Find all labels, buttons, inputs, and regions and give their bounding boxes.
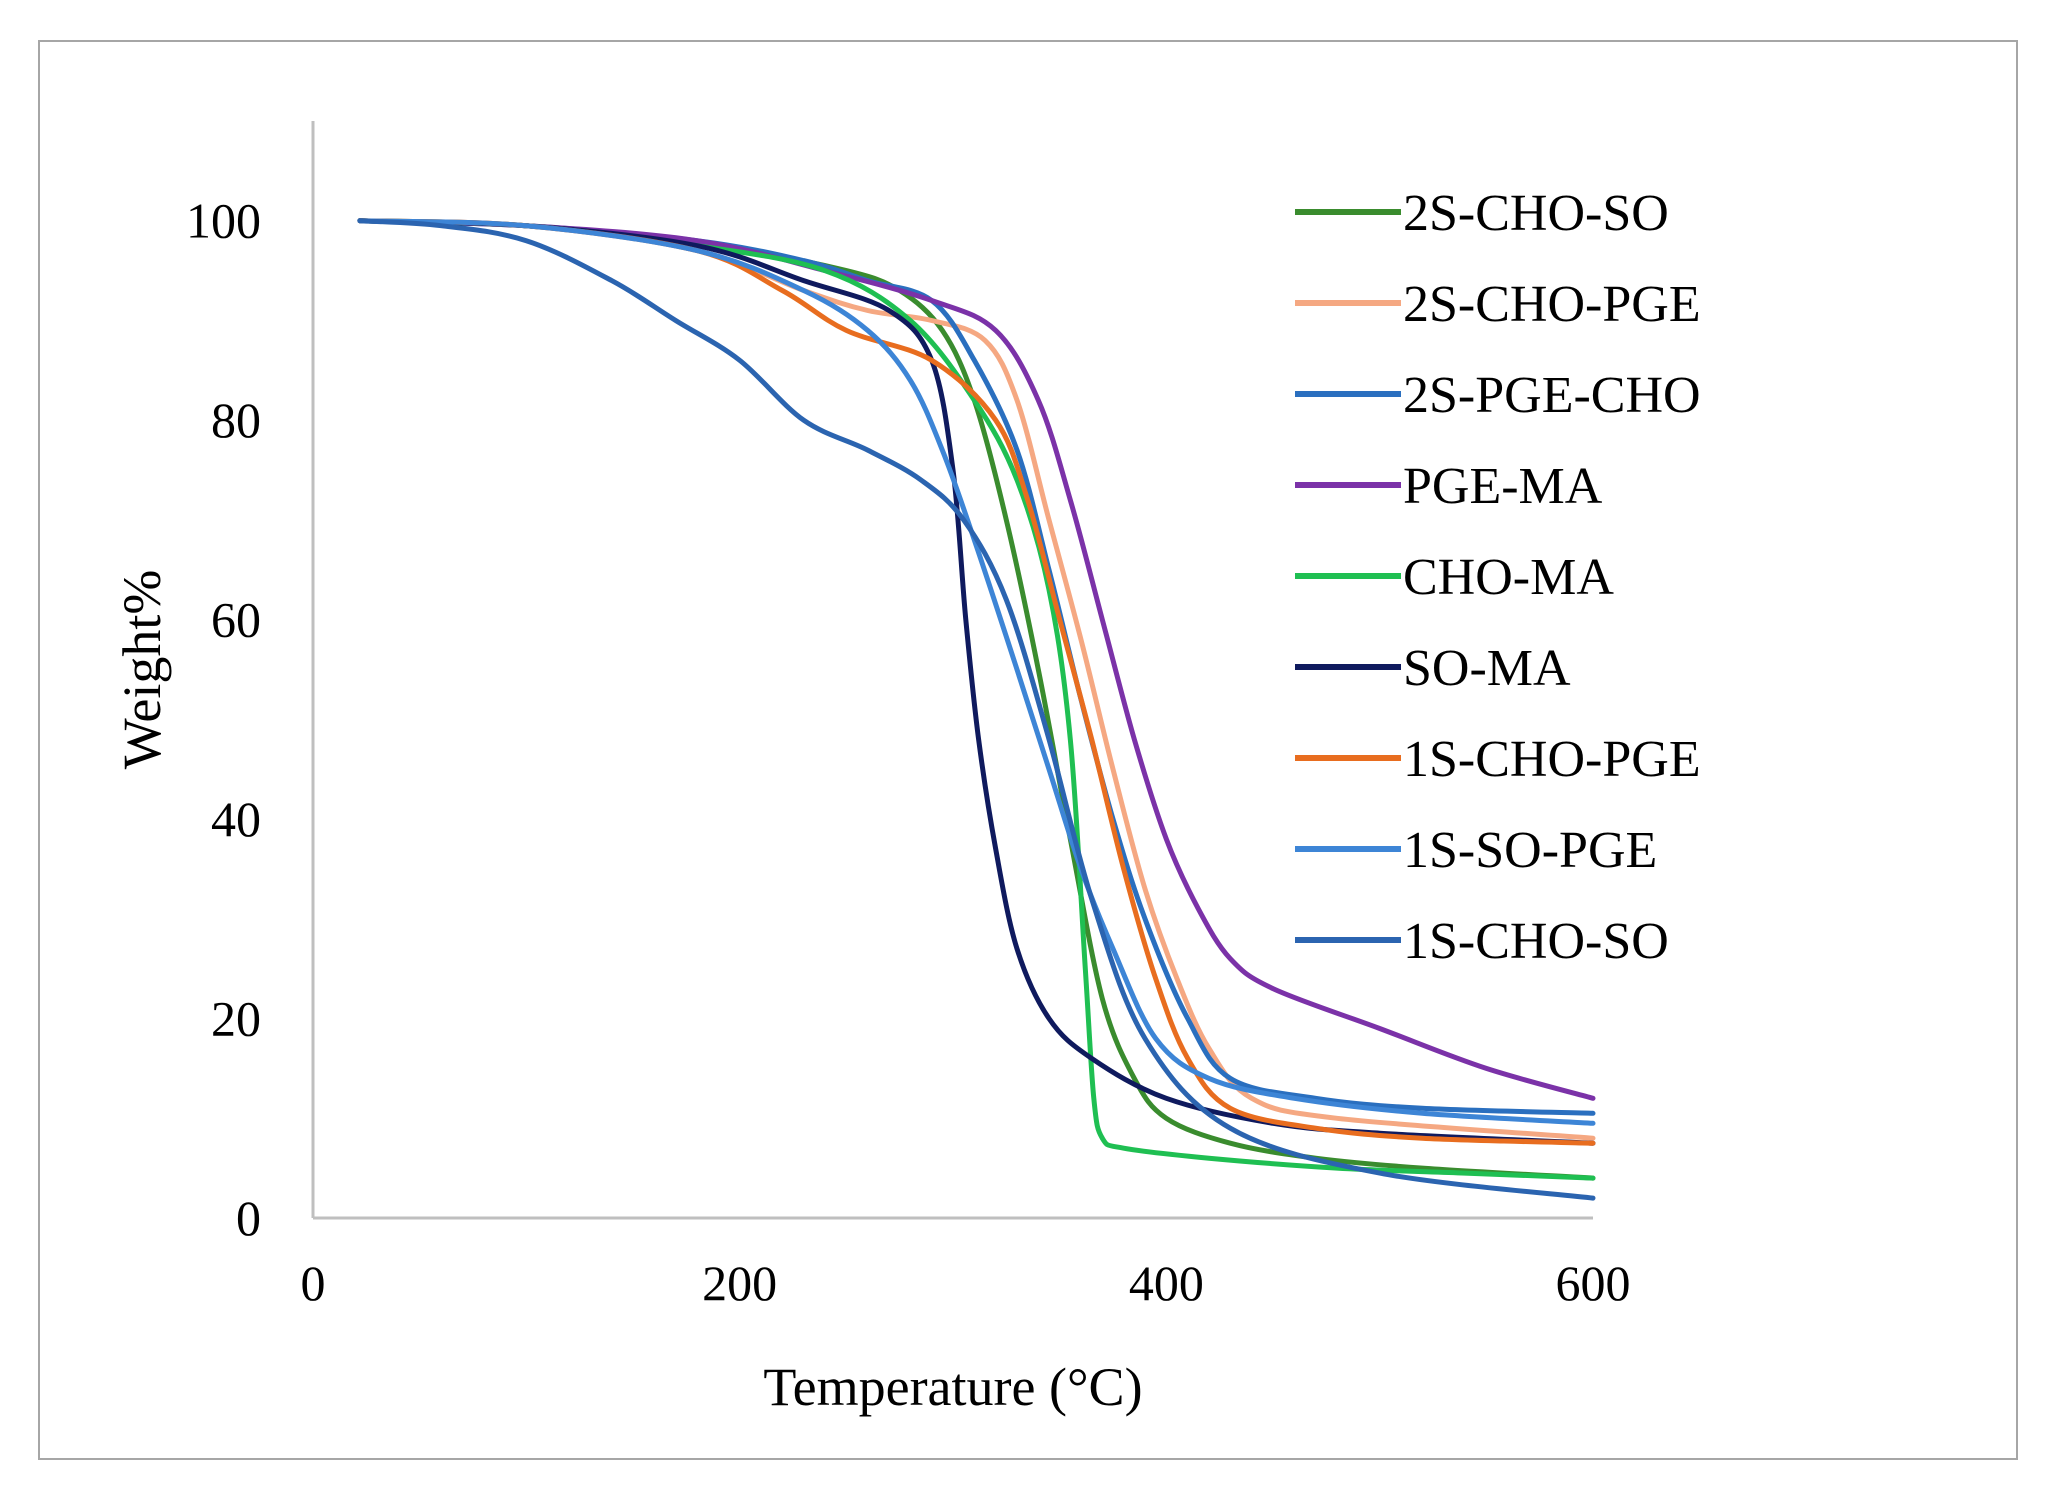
legend-entry: 1S-CHO-PGE <box>1295 731 1701 788</box>
x-axis-title: Temperature (°C) <box>763 1357 1142 1417</box>
y-tick-labels: 0 20 40 60 80 100 <box>186 193 261 1246</box>
legend-entry: PGE-MA <box>1295 458 1603 515</box>
series-line-1s-cho-so <box>357 218 1596 1201</box>
y-tick-label: 80 <box>211 392 261 448</box>
legend-entry: 2S-CHO-PGE <box>1295 276 1701 333</box>
legend-label: 2S-CHO-SO <box>1403 185 1669 242</box>
x-tick-label: 400 <box>1129 1255 1204 1311</box>
series-line-cho-ma <box>357 218 1596 1181</box>
legend-label: 2S-CHO-PGE <box>1403 276 1701 333</box>
x-tick-label: 200 <box>702 1255 777 1311</box>
y-axis-title: Weight% <box>112 570 172 770</box>
legend-label: CHO-MA <box>1403 549 1614 606</box>
x-tick-label: 0 <box>301 1255 326 1311</box>
y-tick-label: 0 <box>236 1190 261 1246</box>
y-tick-label: 20 <box>211 991 261 1047</box>
series-line-1s-so-pge <box>357 218 1596 1126</box>
x-tick-labels: 0 200 400 600 <box>301 1255 1631 1311</box>
legend-entry: CHO-MA <box>1295 549 1614 606</box>
legend-label: 1S-CHO-PGE <box>1403 731 1701 788</box>
legend-label: PGE-MA <box>1403 458 1603 515</box>
series-lines <box>357 218 1596 1201</box>
legend-label: 1S-CHO-SO <box>1403 913 1669 970</box>
legend-label: 1S-SO-PGE <box>1403 822 1657 879</box>
y-tick-label: 60 <box>211 592 261 648</box>
legend-entry: 2S-CHO-SO <box>1295 185 1669 242</box>
legend-label: SO-MA <box>1403 640 1571 697</box>
legend: 2S-CHO-SO 2S-CHO-PGE 2S-PGE-CHO PGE-MA CHO-M… <box>1295 185 1701 970</box>
y-tick-label: 40 <box>211 791 261 847</box>
y-tick-label: 100 <box>186 193 261 249</box>
legend-entry: 2S-PGE-CHO <box>1295 367 1701 424</box>
x-tick-label: 600 <box>1556 1255 1631 1311</box>
legend-entry: 1S-CHO-SO <box>1295 913 1669 970</box>
series-line-so-ma <box>357 218 1596 1146</box>
legend-entry: SO-MA <box>1295 640 1571 697</box>
series-line-pge-ma <box>357 218 1596 1101</box>
legend-entry: 1S-SO-PGE <box>1295 822 1657 879</box>
chart-frame: 0 20 40 60 80 100 0 200 400 600 2S-CHO-SO 2S-CHO-… <box>38 40 2018 1460</box>
legend-label: 2S-PGE-CHO <box>1403 367 1701 424</box>
axes-layer <box>311 121 1593 1220</box>
